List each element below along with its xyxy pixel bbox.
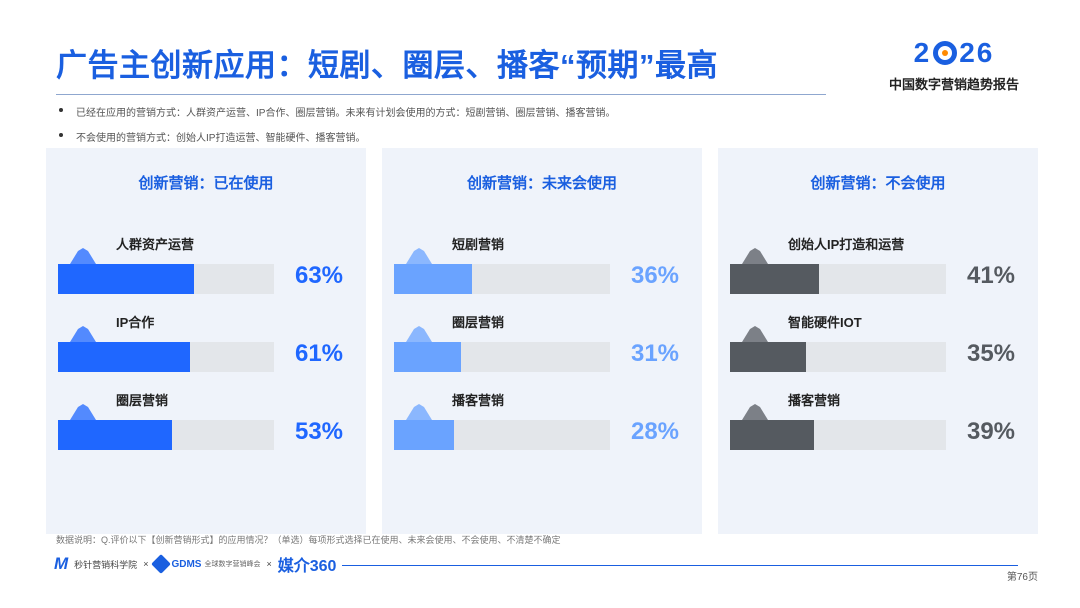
brand-subtitle: 中国数字营销趋势报告 [888,77,1019,92]
panel-title: 创新营销：不会使用 [810,175,946,192]
bar [58,342,190,372]
page-title: 广告主创新应用：短剧、圈层、播客“预期”最高 [56,48,718,83]
gdms-hex-icon [151,554,172,574]
bar [58,264,194,294]
bar-tab-icon [70,326,96,342]
bar [394,264,472,294]
value-label: 41% [966,262,1016,289]
bar-tab-icon [742,404,768,420]
bar-track [730,248,946,294]
brand-year: 2 26 [874,37,1034,68]
bar [730,342,806,372]
category-label: 圈层营销 [116,393,169,408]
data-note: 数据说明：Q.评价以下【创新营销形式】的应用情况？（单选）每项形式选择已在使用、… [56,535,561,545]
logo1-text: 秒针营销科学院 [74,559,138,570]
category-label: 创始人IP打造和运营 [788,237,905,252]
miaozhen-logo-icon: M [54,554,69,573]
value-label: 31% [630,340,680,367]
summary-bullets: 已经在应用的营销方式：人群资产运营、IP合作、圈层营销。未来有计划会使用的方式：… [56,104,615,154]
bar-tab-icon [742,248,768,264]
bar-track [394,248,610,294]
footer-divider [342,565,1018,566]
bullet-item: 不会使用的营销方式：创始人IP打造运营、智能硬件、播客营销。 [56,129,615,144]
value-label: 53% [294,418,344,445]
bar-track [58,326,274,372]
category-label: 播客营销 [452,393,505,408]
value-label: 61% [294,340,344,367]
bar-tab-icon [70,248,96,264]
report-brand: 2 26 中国数字营销趋势报告 [874,37,1034,93]
bullet-item: 已经在应用的营销方式：人群资产运营、IP合作、圈层营销。未来有计划会使用的方式：… [56,104,615,119]
category-label: 人群资产运营 [116,237,195,252]
value-label: 39% [966,418,1016,445]
bar-tab-icon [406,404,432,420]
value-label: 63% [294,262,344,289]
bar-tab-icon [742,326,768,342]
logo-separator: × [266,559,272,569]
bar [730,420,814,450]
bar-track [730,326,946,372]
bar [394,420,454,450]
bar-track [58,404,274,450]
logo-separator: × [143,559,149,569]
panel-title: 创新营销：未来会使用 [466,175,617,192]
bar-track [730,404,946,450]
gdms-logo: GDMS 全球数字营销峰会 [151,554,261,574]
bar-track [394,326,610,372]
panel-title: 创新营销：已在使用 [138,175,274,192]
title-divider [56,94,826,95]
bar-tab-icon [406,326,432,342]
page-number: 第76页 [1006,572,1038,583]
value-label: 28% [630,418,680,445]
category-label: 播客营销 [788,393,841,408]
category-label: IP合作 [116,315,155,330]
chart-panel-2: 创新营销：未来会使用短剧营销 36% 圈层营销 31% 播客营销 28% [382,148,702,534]
value-label: 35% [966,340,1016,367]
footer-logos: M 秒针营销科学院 × GDMS 全球数字营销峰会 × 媒介360 [54,552,336,576]
brand-year-prefix: 2 [913,37,932,68]
bar-track [394,404,610,450]
category-label: 短剧营销 [452,237,505,252]
bar [730,264,819,294]
logo3-text: 媒介360 [277,558,337,575]
logo2-text: GDMS [171,558,202,570]
bar-tab-icon [406,248,432,264]
bar-track [58,248,274,294]
bar-tab-icon [70,404,96,420]
category-label: 圈层营销 [452,315,505,330]
chart-panel-1: 创新营销：已在使用人群资产运营 63% IP合作 61% 圈层营销 53% [46,148,366,534]
brand-year-suffix: 26 [959,37,995,68]
logo2-sub: 全球数字营销峰会 [204,561,261,568]
brand-ring-icon [933,41,958,65]
bar [394,342,461,372]
bar [58,420,172,450]
value-label: 36% [630,262,680,289]
chart-panel-3: 创新营销：不会使用创始人IP打造和运营 41% 智能硬件IOT 35% 播客营销 39% [718,148,1038,534]
category-label: 智能硬件IOT [788,315,862,330]
